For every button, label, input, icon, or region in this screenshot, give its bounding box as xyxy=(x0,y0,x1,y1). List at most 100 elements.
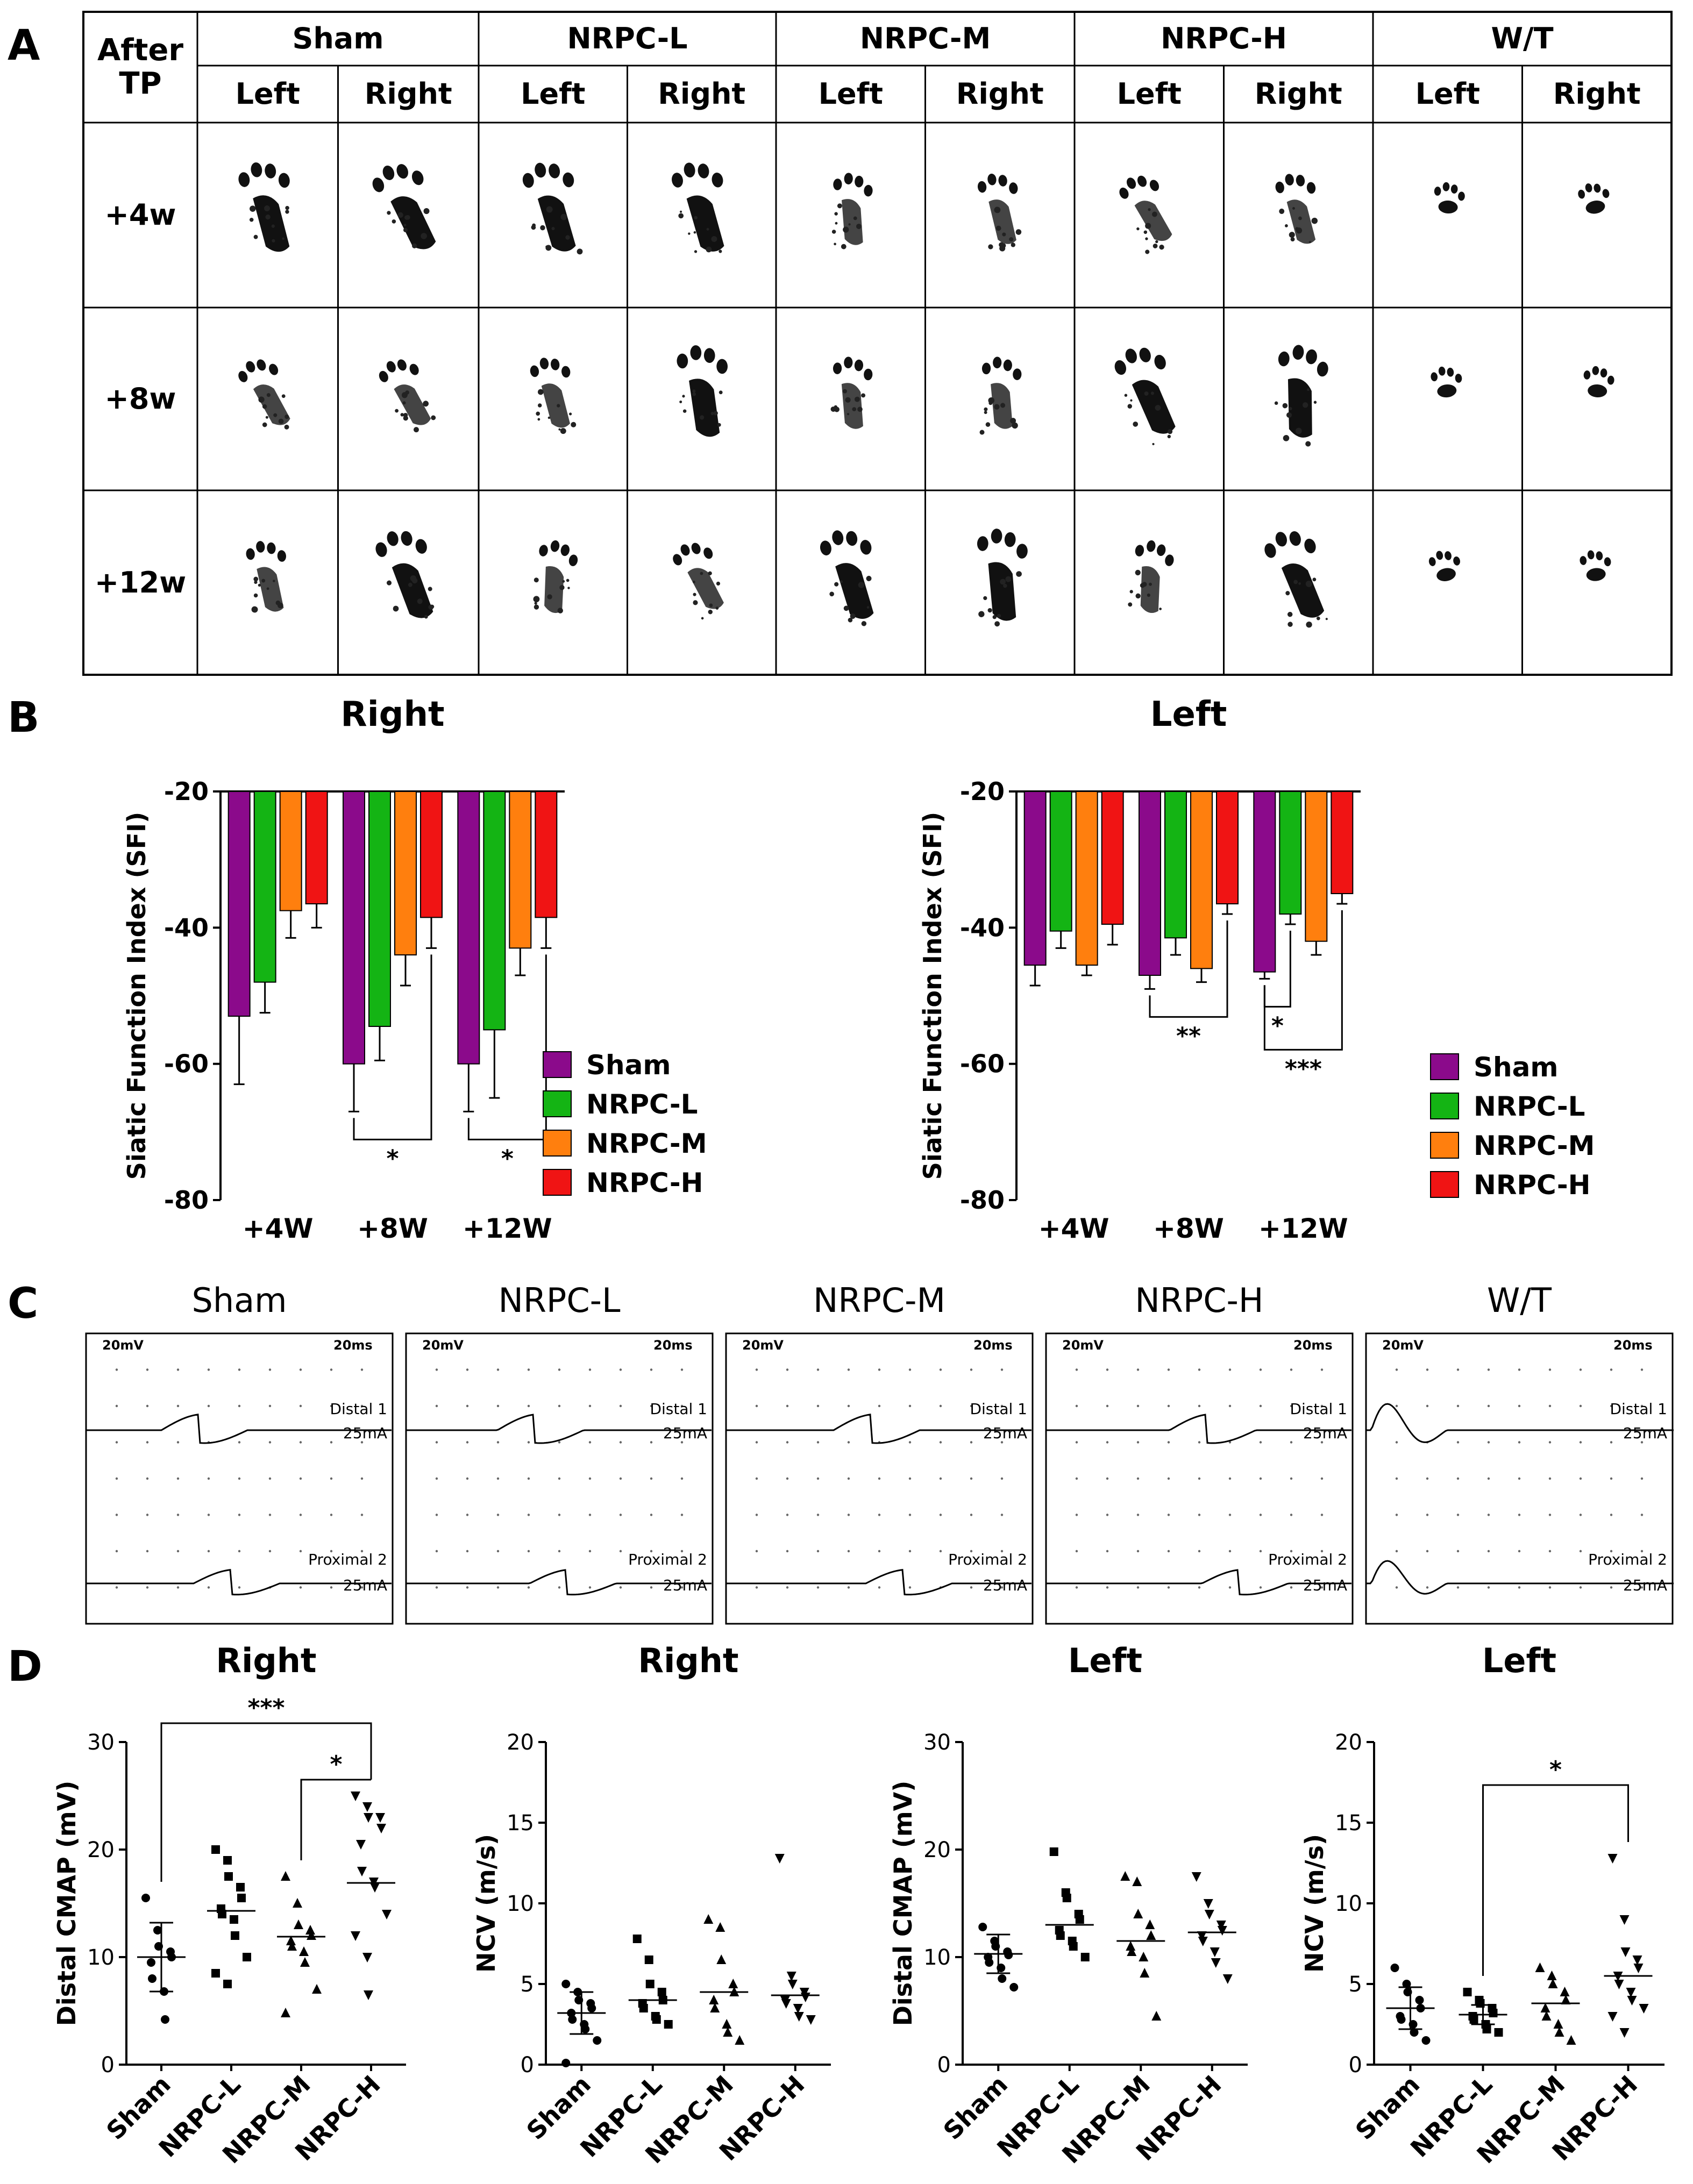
paw-toe xyxy=(1137,175,1147,187)
paw-pad xyxy=(1436,568,1456,581)
emg-trace-panel: W/T 20mV 20ms Distal 1 25mA Proximal 2 25mA xyxy=(1365,1281,1674,1625)
legend-label: Sham xyxy=(1474,1052,1558,1083)
paw-toe xyxy=(1317,361,1328,377)
paw-toe xyxy=(397,359,407,371)
paw-speck xyxy=(716,581,721,586)
grid-dot xyxy=(146,1514,149,1516)
data-point xyxy=(664,2020,673,2029)
distal-current: 25mA xyxy=(1303,1424,1347,1442)
paw-speck xyxy=(692,392,696,396)
legend-swatch xyxy=(1430,1171,1459,1198)
paw-toe xyxy=(1434,187,1441,196)
grid-dot xyxy=(1548,1477,1552,1480)
data-point xyxy=(978,1923,987,1931)
paw-toe xyxy=(673,554,682,566)
grid-dot xyxy=(1320,1368,1324,1371)
paw-speck xyxy=(560,213,567,220)
grid-dot xyxy=(176,1368,180,1371)
paw-speck xyxy=(423,208,430,215)
data-point xyxy=(1145,1919,1155,1929)
grid-dot xyxy=(360,1404,364,1408)
paw-speck xyxy=(1136,572,1140,575)
paw-speck xyxy=(1282,403,1288,409)
grid-dot xyxy=(619,1404,622,1408)
paw-pad xyxy=(1281,563,1325,618)
paw-toe xyxy=(257,359,266,371)
paw-speck xyxy=(424,615,428,619)
grid-dot xyxy=(908,1404,912,1408)
bar xyxy=(509,791,532,949)
data-point xyxy=(657,1988,666,1996)
grid-dot xyxy=(970,1404,973,1408)
paw-toe xyxy=(691,543,701,554)
paw-speck xyxy=(1135,593,1141,599)
paw-toe xyxy=(1431,372,1438,382)
paw-toe xyxy=(993,356,1002,369)
grid-dot xyxy=(558,1550,561,1553)
grid-dot xyxy=(847,1550,850,1553)
paw-speck xyxy=(250,205,256,212)
side-header: Left xyxy=(1415,77,1480,111)
paw-speck xyxy=(858,582,865,588)
paw-toe xyxy=(1447,367,1454,377)
data-point xyxy=(1210,1947,1220,1957)
grid-dot xyxy=(330,1441,333,1444)
grid-dot xyxy=(878,1550,881,1553)
paw-speck xyxy=(273,413,278,417)
paw-toe xyxy=(833,362,842,374)
data-point xyxy=(1062,1894,1071,1902)
distal-trace xyxy=(406,1414,712,1444)
grid-dot xyxy=(1548,1586,1552,1589)
grid-dot xyxy=(1198,1404,1201,1408)
grid-dot xyxy=(1579,1441,1582,1444)
data-point xyxy=(644,1955,653,1964)
data-point xyxy=(231,1931,239,1940)
grid-dot xyxy=(1456,1586,1460,1589)
grid-dot xyxy=(1000,1404,1004,1408)
grid-dot xyxy=(207,1368,210,1371)
grid-dot xyxy=(435,1441,438,1444)
paw-print-image xyxy=(820,530,874,626)
paw-toe xyxy=(561,366,571,378)
paw-speck xyxy=(266,587,269,590)
paw-speck xyxy=(678,213,684,219)
data-point xyxy=(1080,1953,1090,1961)
paw-toe xyxy=(550,540,560,552)
data-point xyxy=(1494,2028,1503,2037)
paw-speck xyxy=(848,617,853,623)
grid-dot xyxy=(847,1368,850,1371)
grid-dot xyxy=(1579,1404,1582,1408)
grid-dot xyxy=(1548,1514,1552,1516)
paw-toe xyxy=(401,531,412,546)
paw-speck xyxy=(537,389,544,395)
paw-toe xyxy=(684,162,695,177)
time-scale: 20ms xyxy=(1293,1338,1333,1353)
y-tick-label: 15 xyxy=(507,1811,534,1836)
paw-speck xyxy=(834,212,838,216)
grid-dot xyxy=(558,1477,561,1480)
paw-speck xyxy=(546,206,553,213)
paw-toe xyxy=(1296,175,1305,187)
data-point xyxy=(161,2015,169,2024)
paw-toe xyxy=(1436,551,1443,560)
grid-dot xyxy=(466,1368,469,1371)
data-point xyxy=(800,1993,810,2002)
grid-dot xyxy=(176,1477,180,1480)
grid-dot xyxy=(680,1514,684,1516)
grid-dot xyxy=(1167,1550,1170,1553)
paw-speck xyxy=(272,239,275,242)
data-point xyxy=(281,2008,290,2017)
significance-bracket xyxy=(1482,1784,1629,1976)
paw-pad xyxy=(1586,568,1606,581)
paw-toe xyxy=(256,541,265,553)
grid-dot xyxy=(1320,1477,1324,1480)
grid-dot xyxy=(1136,1550,1140,1553)
group-header: NRPC-H xyxy=(1161,22,1287,56)
grid-dot xyxy=(1640,1404,1644,1408)
paw-toe xyxy=(977,181,987,193)
paw-speck xyxy=(700,572,703,575)
paw-print-image xyxy=(977,173,1022,252)
grid-dot xyxy=(1426,1368,1429,1371)
grid-dot xyxy=(299,1586,302,1589)
paw-toe xyxy=(991,529,1002,544)
